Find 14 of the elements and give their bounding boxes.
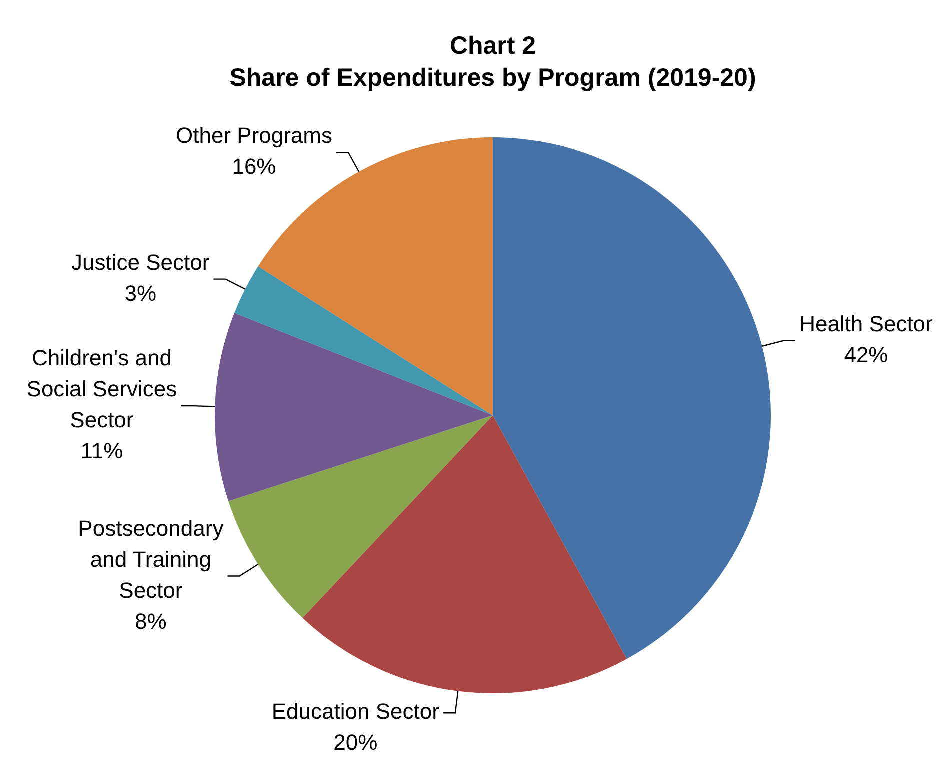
chart-subtitle: Share of Expenditures by Program (2019-20) bbox=[230, 64, 756, 92]
slice-label: Other Programs bbox=[176, 123, 332, 148]
data-label: 20% bbox=[334, 730, 378, 756]
data-label: 42% bbox=[844, 342, 888, 368]
slice-label: Postsecondary and Training Sector bbox=[78, 516, 224, 603]
slice-label: Education Sector bbox=[272, 699, 440, 724]
chart-title: Chart 2 bbox=[450, 32, 536, 60]
data-label: 11% bbox=[80, 438, 124, 464]
slice-label: Children's and Social Services Sector bbox=[26, 346, 178, 433]
data-label: 8% bbox=[135, 608, 167, 634]
data-label: 16% bbox=[232, 154, 276, 180]
data-label: 3% bbox=[124, 280, 157, 306]
slice-label: Health Sector bbox=[800, 311, 933, 336]
slice-label: Justice Sector bbox=[72, 250, 210, 275]
